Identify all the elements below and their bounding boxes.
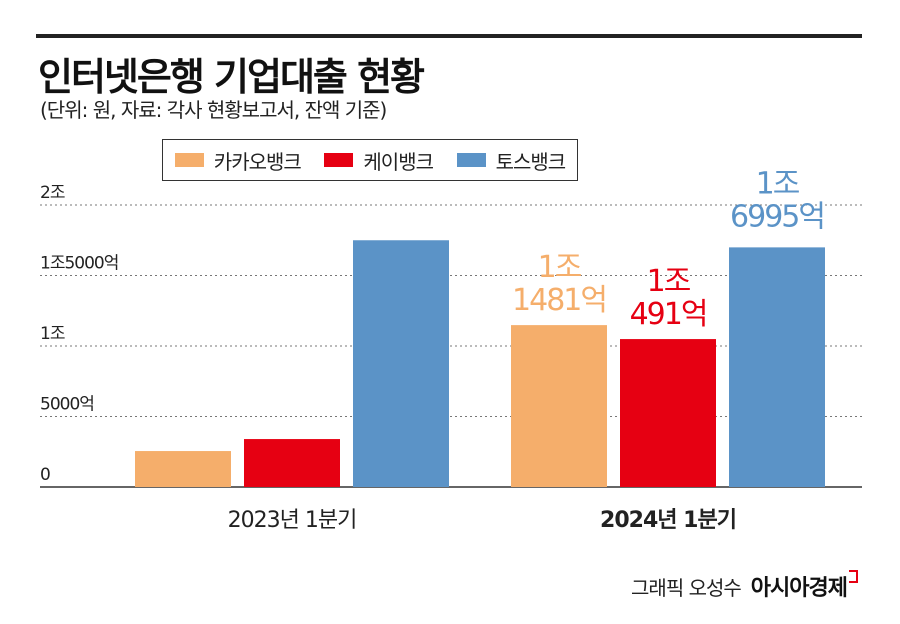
bar-토스뱅크-1 [729, 247, 825, 487]
legend-item: 케이뱅크 [324, 146, 434, 175]
y-tick-label: 0 [40, 465, 50, 485]
logo-text: 아시아경제 [750, 576, 848, 601]
x-tick-label: 2024년 1분기 [600, 508, 736, 533]
chart-subtitle: (단위: 원, 자료: 각사 현황보고서, 잔액 기준) [40, 98, 387, 122]
data-label: 1조 [647, 264, 691, 299]
y-tick-label: 5000억 [40, 395, 94, 415]
bar-케이뱅크-1 [620, 339, 716, 487]
bar-카카오뱅크-0 [135, 451, 231, 487]
data-label: 1조 [756, 166, 800, 201]
chart-title: 인터넷은행 기업대출 현황 [38, 55, 425, 99]
legend-item: 토스뱅크 [456, 146, 567, 175]
legend-item: 카카오뱅크 [174, 146, 302, 175]
bar-카카오뱅크-1 [511, 325, 607, 487]
data-label: 6995억 [730, 199, 824, 234]
credit: 그래픽 오성수 아시아경제 [631, 570, 858, 602]
logo-mark-icon [849, 570, 858, 583]
author-credit: 그래픽 오성수 [631, 575, 742, 600]
data-label: 1481억 [512, 283, 606, 318]
legend-swatch [324, 153, 354, 167]
data-label: 491억 [630, 297, 707, 332]
x-tick-label: 2023년 1분기 [228, 508, 357, 533]
bar-케이뱅크-0 [244, 439, 340, 487]
data-label: 1조 [538, 250, 582, 285]
legend-label: 카카오뱅크 [213, 149, 302, 174]
legend-swatch [174, 153, 204, 167]
y-tick-label: 2조 [40, 183, 65, 203]
y-tick-label: 1조5000억 [40, 254, 118, 274]
top-rule [36, 34, 862, 38]
y-tick-label: 1조 [40, 324, 65, 344]
bar-토스뱅크-0 [353, 240, 449, 487]
legend-swatch [456, 153, 486, 167]
legend-label: 토스뱅크 [495, 149, 567, 174]
legend-label: 케이뱅크 [363, 149, 434, 174]
publisher-logo: 아시아경제 [751, 570, 858, 602]
legend: 카카오뱅크 케이뱅크 토스뱅크 [162, 139, 578, 181]
